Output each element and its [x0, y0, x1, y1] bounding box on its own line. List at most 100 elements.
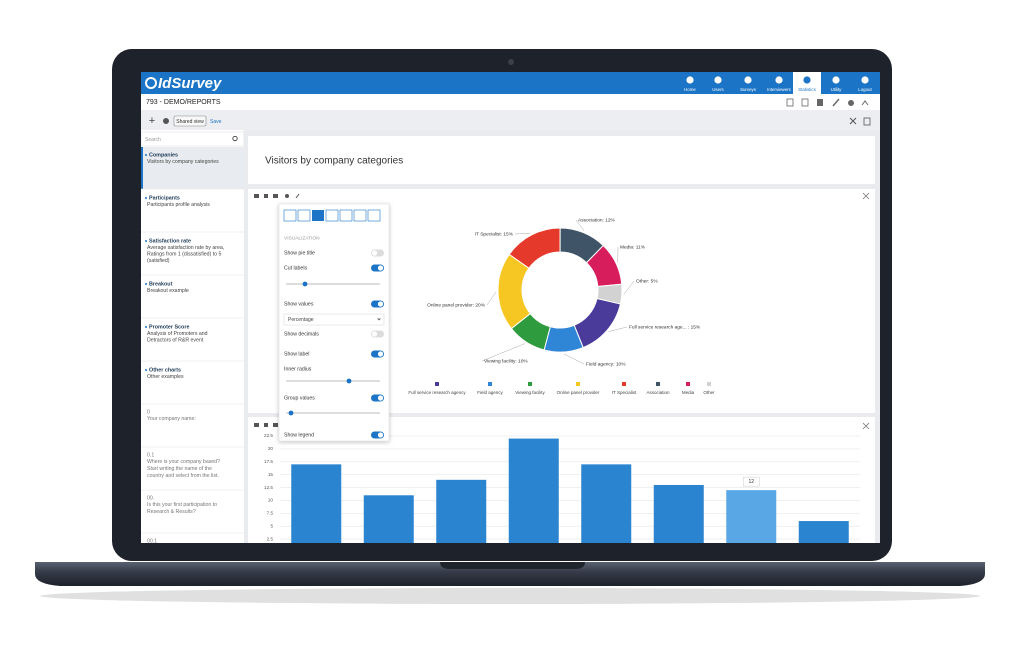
question-code[interactable]: 0.1 — [147, 452, 154, 458]
bar[interactable] — [798, 521, 849, 552]
report-description: Other examples — [147, 374, 184, 380]
option-label: Inner radius — [284, 366, 312, 372]
legend-label[interactable]: IT Specialist — [612, 390, 637, 395]
report-description: Analysis of Promoters and — [147, 331, 208, 337]
shared-view-button[interactable] — [173, 115, 207, 127]
legend-swatch — [528, 382, 532, 386]
option-label: Show values — [284, 301, 314, 307]
top-bar — [141, 72, 880, 94]
leader-line — [486, 291, 497, 306]
nav-label[interactable]: Utility — [831, 87, 843, 92]
leader-line — [481, 343, 526, 362]
nav-icon[interactable] — [714, 76, 722, 84]
value-label: Media: 11% — [620, 244, 646, 250]
value-label: Viewing facility: 10% — [484, 358, 528, 364]
breadcrumb-icons — [786, 98, 869, 107]
question-code[interactable]: 0 — [147, 409, 150, 415]
report-title[interactable]: Participants — [149, 195, 180, 201]
report-title[interactable]: Breakout — [149, 281, 173, 287]
donut-chart: Full service research age... : 15% Field … — [408, 217, 715, 395]
nav-icon[interactable] — [832, 76, 840, 84]
toggle-knob — [377, 265, 384, 271]
question-text: Where is your company based? — [147, 459, 220, 465]
question-code[interactable]: 00.1 — [147, 538, 157, 544]
bar[interactable] — [363, 495, 414, 552]
report-description: Visitors by company categories — [147, 159, 219, 165]
export-icon[interactable] — [863, 117, 871, 126]
laptop-shadow — [40, 588, 980, 604]
settings-icon[interactable] — [163, 118, 169, 124]
leader-line — [575, 219, 585, 231]
logo[interactable]: IdSurvey — [158, 75, 222, 92]
bar[interactable] — [291, 464, 342, 552]
breadcrumb: 793 - DEMO/REPORTS — [146, 99, 221, 106]
legend-label[interactable]: Online panel provider — [557, 390, 600, 395]
settings-panel: VISUALIZATION Percentage Show pie title C… — [278, 203, 390, 442]
legend-label[interactable]: Field agency — [477, 390, 503, 395]
legend-label[interactable]: Viewing facility — [515, 390, 545, 395]
nav-label[interactable]: Interviewers — [767, 87, 791, 92]
y-tick-label: 22.5 — [264, 433, 273, 438]
value-format-select[interactable] — [283, 313, 385, 326]
nav-icon[interactable] — [775, 76, 783, 84]
legend-label[interactable]: Media — [682, 390, 695, 395]
leader-line — [514, 232, 531, 235]
tooltip — [743, 476, 760, 487]
search-box[interactable] — [141, 131, 245, 147]
nav-icon[interactable] — [861, 76, 869, 84]
tooltip-value: 12 — [748, 479, 754, 485]
search-icon[interactable] — [232, 135, 238, 142]
nav-label[interactable]: Logout — [858, 87, 872, 92]
option-label: Group values — [284, 395, 315, 401]
screen: IdSurvey Home Users Surveys Interviewers Sta… — [141, 72, 880, 552]
bar[interactable] — [581, 464, 632, 552]
laptop-base — [35, 562, 985, 586]
select-arrow — [377, 318, 381, 321]
search-placeholder: Search — [145, 137, 161, 143]
report-title[interactable]: Companies — [149, 152, 178, 158]
nav-icon[interactable] — [803, 76, 811, 84]
bar[interactable] — [508, 438, 559, 552]
legend-label[interactable]: Full service research agency — [408, 390, 466, 395]
shuffle-icon[interactable] — [849, 117, 857, 125]
report-description: Detractors of R&R event — [147, 338, 204, 344]
sliders[interactable] — [286, 281, 380, 416]
bar[interactable] — [726, 490, 777, 552]
nav-label[interactable]: Users — [712, 87, 724, 92]
toggle-knob — [371, 250, 378, 256]
bar[interactable] — [436, 479, 487, 552]
toggle-knob — [377, 301, 384, 307]
report-title[interactable]: Promoter Score — [149, 324, 189, 330]
card-tools — [254, 192, 870, 430]
leader-line — [608, 326, 628, 332]
y-tick-label: 2.5 — [267, 536, 274, 541]
legend-swatch — [576, 382, 580, 386]
value-label: Field agency: 10% — [586, 361, 626, 367]
toggle-knob — [377, 351, 384, 357]
option-label: Cut labels — [284, 265, 307, 271]
value-label: Other: 5% — [636, 278, 658, 284]
save-link[interactable]: Save — [210, 119, 222, 125]
question-code[interactable]: 00. — [147, 495, 154, 501]
nav-icon[interactable] — [686, 76, 694, 84]
legend-swatch — [488, 382, 492, 386]
value-label: IT Specialist: 15% — [475, 231, 514, 237]
selected-report-bg — [141, 147, 244, 189]
bar[interactable] — [653, 484, 704, 552]
report-title[interactable]: Satisfaction rate — [149, 238, 191, 244]
option-label: Show pie title — [284, 250, 315, 256]
nav-icon[interactable] — [744, 76, 752, 84]
leader-line — [563, 353, 585, 365]
selected-marker — [141, 147, 143, 189]
nav-label[interactable]: Statistics — [798, 87, 816, 92]
donut-slice[interactable] — [596, 283, 623, 305]
legend-label[interactable]: Association — [646, 390, 670, 395]
report-title[interactable]: Other charts — [149, 367, 181, 373]
question-text: Start writing the name of the — [147, 466, 212, 472]
legend-swatch — [622, 382, 626, 386]
legend-label[interactable]: Other — [703, 390, 715, 395]
nav-label[interactable]: Surveys — [740, 87, 757, 92]
nav-label[interactable]: Home — [684, 87, 696, 92]
add-icon[interactable]: + — [149, 115, 155, 127]
